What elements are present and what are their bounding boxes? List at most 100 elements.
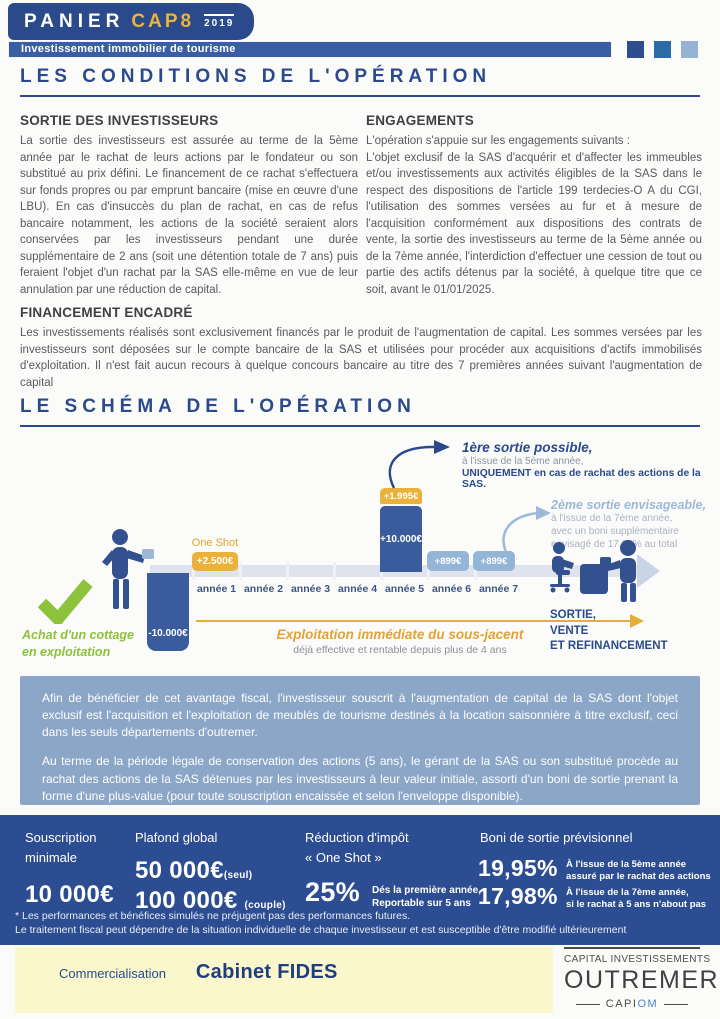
exit1-headline: 1ère sortie possible, bbox=[462, 440, 593, 455]
value-plafond-couple: 100 000€ (couple) bbox=[135, 887, 286, 915]
annotation-exit2: 2ème sortie envisageable, à l'issue de l… bbox=[551, 498, 720, 551]
curved-arrow-exit2-icon bbox=[502, 506, 551, 553]
deco-square-light bbox=[681, 41, 698, 58]
annotation-exit1: 1ère sortie possible, à l'issue de la 5è… bbox=[462, 440, 714, 490]
commercialisation-label: Commercialisation bbox=[59, 966, 166, 981]
exit1-emphasis: UNIQUEMENT en cas de rachat des actions … bbox=[462, 468, 701, 490]
brand-name-panier: PANIER bbox=[24, 10, 125, 32]
exploitation-subline: déjà effective et rentable depuis plus d… bbox=[293, 644, 507, 656]
value-plafond-seul: 50 000€(seul) bbox=[135, 857, 252, 885]
investor-person-icon bbox=[102, 529, 154, 609]
note-boni-7ans-line2: si le rachat à 5 ans n'about pas bbox=[566, 899, 707, 911]
one-shot-value: +2.500€ bbox=[196, 556, 234, 567]
exit-label-line1: SORTIE, bbox=[550, 609, 597, 621]
exploitation-arrowhead-icon bbox=[630, 614, 644, 628]
deco-square-medium bbox=[654, 41, 671, 58]
label-souscription-line2: minimale bbox=[25, 850, 78, 866]
label-reduction-line2: « One Shot » bbox=[305, 850, 382, 866]
timeline-tick bbox=[239, 562, 242, 580]
note-boni-7ans: À l'issue de la 7ème année, si le rachat… bbox=[566, 887, 706, 911]
chip-year6-boni: +899€ bbox=[427, 551, 469, 571]
exit2-subline1: à l'issue de la 7ème année, bbox=[551, 513, 673, 524]
body-sortie-investisseurs: La sortie des investisseurs est assurée … bbox=[20, 135, 358, 296]
logo-capital-investissements: CAPITAL INVESTISSEMENTS bbox=[564, 954, 711, 965]
logo-capiom-text: CAPIOM bbox=[606, 998, 658, 1010]
timeline-tick bbox=[474, 562, 477, 580]
infobox-paragraph-2: Au terme de la période légale de conserv… bbox=[42, 754, 678, 803]
logo-dash-left bbox=[575, 1003, 600, 1005]
fiscal-infobox: Afin de bénéficier de cet avantage fisca… bbox=[20, 676, 700, 805]
logo-dash-right bbox=[664, 1003, 689, 1005]
year7-boni-value: +899€ bbox=[480, 555, 508, 567]
bar-initial-outflow-value: -10.000€ bbox=[148, 628, 188, 639]
operation-diagram: année 1 année 2 année 3 année 4 année 5 … bbox=[0, 432, 720, 676]
label-souscription-line1: Souscription bbox=[25, 830, 97, 845]
year-label-6: année 6 bbox=[431, 583, 472, 595]
body-financement: Les investissements réalisés sont exclus… bbox=[20, 327, 702, 389]
exit2-headline: 2ème sortie envisageable, bbox=[551, 498, 706, 512]
footnote-fiscal: Le traitement fiscal peut dépendre de la… bbox=[15, 924, 627, 936]
one-shot-label: One Shot bbox=[191, 537, 239, 549]
year5-refund-value: +10.000€ bbox=[380, 533, 422, 545]
exit-label: SORTIE, VENTE ET REFINANCEMENT bbox=[550, 608, 668, 655]
purchase-note-line1: Achat d'un cottage bbox=[22, 628, 135, 642]
exploitation-headline: Exploitation immédiate du sous-jacent bbox=[276, 627, 524, 642]
year-label-1: année 1 bbox=[196, 583, 237, 595]
heading-engagements: ENGAGEMENTS bbox=[366, 113, 474, 128]
annotation-exploitation: Exploitation immédiate du sous-jacent dé… bbox=[228, 627, 572, 656]
infobox-paragraph-1: Afin de bénéficier de cet avantage fisca… bbox=[42, 691, 678, 740]
purchase-note-line2: en exploitation bbox=[22, 644, 111, 659]
exit-label-line3: ET REFINANCEMENT bbox=[550, 640, 668, 653]
timeline-arrowhead-icon bbox=[637, 554, 660, 588]
footnote-performance: * Les performances et bénéfices simulés … bbox=[15, 910, 411, 922]
bar-year5-refund: +10.000€ bbox=[380, 506, 422, 572]
year6-boni-value: +899€ bbox=[434, 555, 462, 567]
year-label-2: année 2 bbox=[243, 583, 284, 595]
note-boni-5ans-line2: assuré par le rachat des actions bbox=[566, 871, 711, 883]
heading-financement: FINANCEMENT ENCADRÉ bbox=[20, 305, 193, 320]
exit2-subline2: avec un boni supplémentaire bbox=[551, 526, 679, 537]
exploitation-arrow bbox=[196, 620, 632, 622]
bar-initial-outflow: -10.000€ bbox=[147, 573, 189, 651]
label-souscription: Souscription minimale bbox=[25, 828, 97, 868]
commercialisation-box: Commercialisation Cabinet FIDES bbox=[15, 947, 553, 1013]
note-reduction: Dés la première année, Reportable sur 5 … bbox=[372, 885, 481, 911]
exit1-subline: à l'issue de la 5ème année, bbox=[462, 456, 584, 467]
section-title-schema: LE SCHÉMA DE L'OPÉRATION bbox=[20, 396, 700, 427]
logo-capiom-row: CAPIOM bbox=[564, 998, 700, 1010]
value-boni-5ans: 19,95% bbox=[478, 855, 558, 881]
label-reduction-line1: Réduction d'impôt bbox=[305, 830, 409, 845]
timeline-tick bbox=[192, 562, 195, 580]
plafond-couple-amount: 100 000€ bbox=[135, 887, 238, 914]
year5-bonus-value: +1.995€ bbox=[383, 490, 419, 502]
exit2-subline3: envisagé de 17,98% au total bbox=[551, 539, 678, 550]
year-label-7: année 7 bbox=[478, 583, 519, 595]
year-label-5: année 5 bbox=[384, 583, 425, 595]
column-sortie-investisseurs: SORTIE DES INVESTISSEURS La sortie des i… bbox=[20, 113, 358, 298]
plafond-seul-qualifier: (seul) bbox=[223, 870, 253, 881]
body-engagements: L'objet exclusif de la SAS d'acquérir et… bbox=[366, 151, 702, 296]
label-reduction: Réduction d'impôt « One Shot » bbox=[305, 828, 409, 868]
label-boni: Boni de sortie prévisionnel bbox=[480, 830, 633, 845]
commercialisation-value: Cabinet FIDES bbox=[195, 961, 338, 983]
capiom-logo: CAPITAL INVESTISSEMENTS OUTREMER CAPIOM bbox=[564, 947, 720, 1010]
logo-outremer: OUTREMER bbox=[564, 966, 720, 994]
footer: Commercialisation Cabinet FIDES CAPITAL … bbox=[0, 945, 720, 1019]
logo-om: OM bbox=[637, 998, 659, 1010]
value-boni-7ans: 17,98% bbox=[478, 883, 558, 909]
chip-year7-boni: +899€ bbox=[473, 551, 515, 571]
plafond-couple-qualifier: (couple) bbox=[244, 900, 286, 911]
note-boni-5ans-line1: À l'issue de la 5ème année bbox=[566, 859, 687, 870]
one-shot-chip: +2.500€ bbox=[192, 552, 238, 571]
curved-arrow-exit1-icon bbox=[388, 440, 450, 489]
label-plafond: Plafond global bbox=[135, 830, 218, 845]
value-souscription: 10 000€ bbox=[25, 881, 114, 908]
intro-engagements: L'opération s'appuie sur les engagements… bbox=[366, 135, 630, 147]
tagline-bar: Investissement immobilier de tourisme bbox=[8, 41, 612, 58]
logo-top-rule bbox=[564, 947, 700, 949]
block-financement: FINANCEMENT ENCADRÉ Les investissements … bbox=[20, 305, 702, 391]
exit-label-line2: VENTE bbox=[550, 624, 589, 637]
note-boni-7ans-line1: À l'issue de la 7ème année, bbox=[566, 887, 689, 898]
note-reduction-line2: Reportable sur 5 ans bbox=[372, 897, 471, 909]
